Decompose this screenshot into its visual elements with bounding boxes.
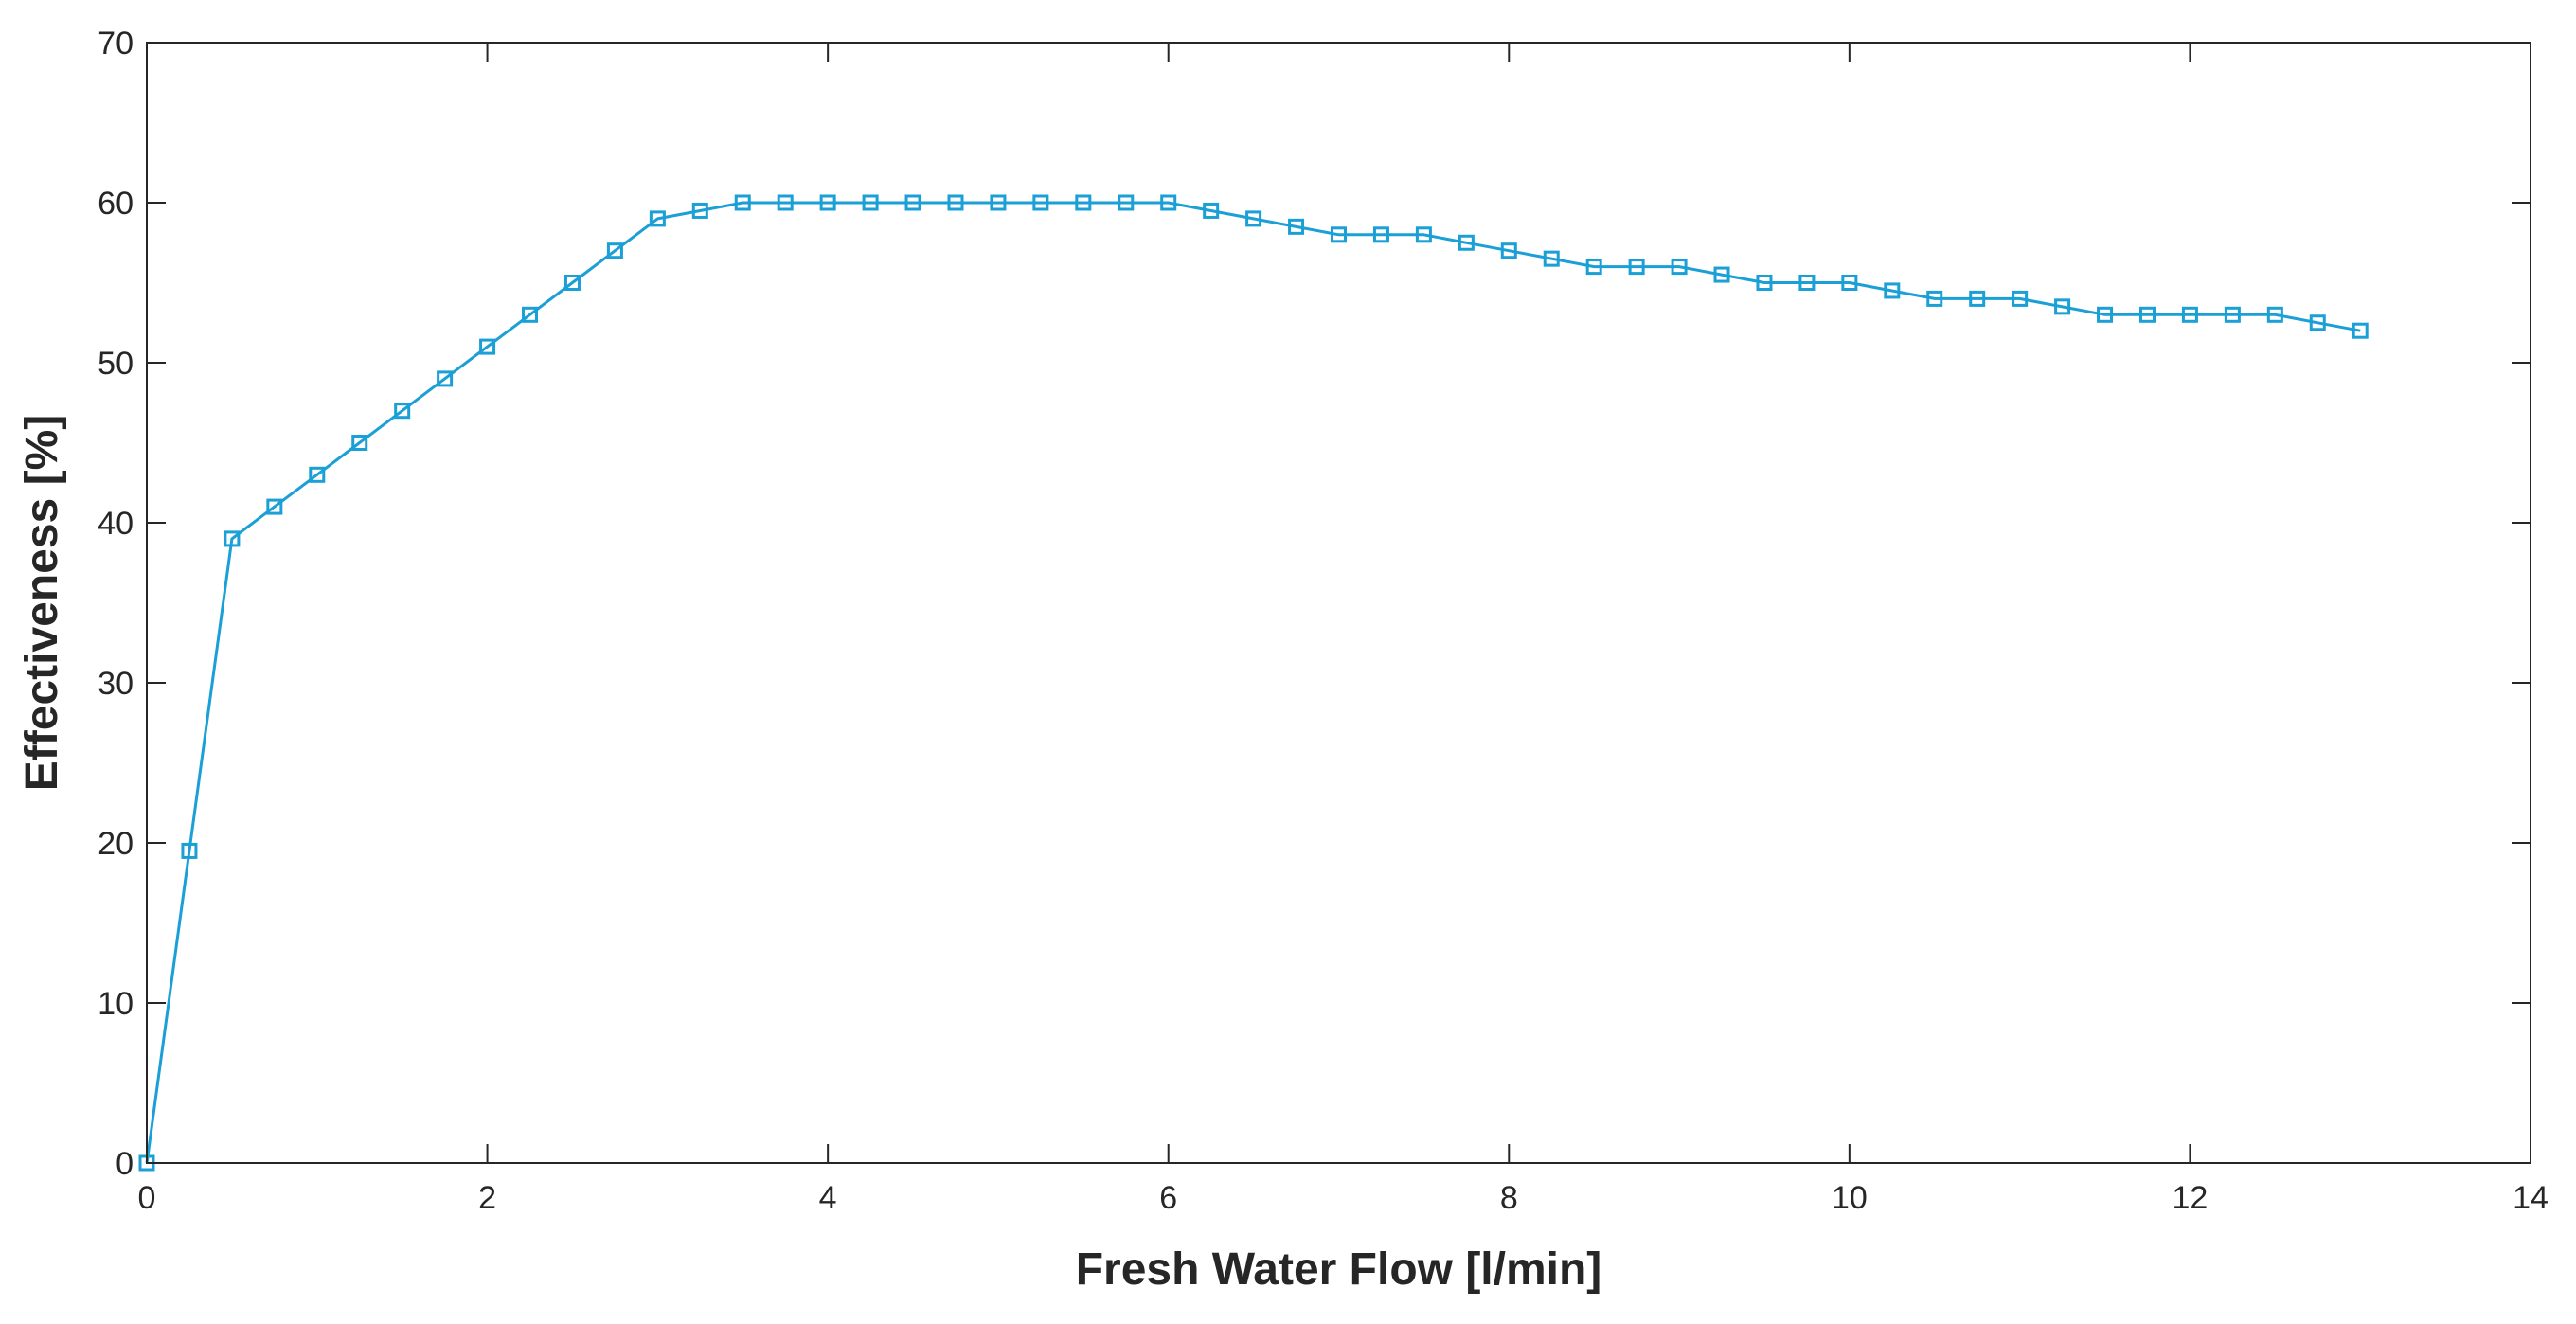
data-point-marker [1500,242,1517,259]
data-point-marker [947,194,964,211]
x-tick-label: 0 [138,1180,156,1216]
data-point-marker [1372,226,1389,243]
data-point-marker [1671,259,1688,276]
data-point-marker [2054,298,2071,315]
data-point-marker [351,435,368,451]
y-axis-title: Effectiveness [%] [17,415,67,791]
data-point-marker [2181,306,2198,323]
data-point-marker [522,306,539,323]
x-tick-label: 2 [478,1180,496,1216]
x-tick-label: 8 [1500,1180,1518,1216]
data-point-marker [1032,194,1049,211]
data-point-marker [1841,275,1858,291]
data-point-marker [1969,290,1986,307]
y-tick-label: 70 [98,26,134,62]
data-point-marker [990,194,1007,211]
series-layer [138,194,2369,1172]
y-tick-label: 0 [116,1146,134,1182]
data-point-marker [1884,282,1901,299]
data-point-marker [479,338,496,355]
y-tick-label: 10 [98,986,134,1022]
data-point-marker [734,194,751,211]
data-point-marker [1756,275,1773,291]
data-point-marker [2097,306,2114,323]
data-point-marker [1288,218,1305,235]
labels-layer: 0 2 4 6 8 10 12 14 0 10 20 30 40 50 60 70 [98,26,2549,1216]
data-point-marker [606,242,623,259]
data-point-marker [649,210,666,227]
data-point-marker [1118,194,1135,211]
data-point-marker [1713,266,1730,283]
data-point-marker [224,530,241,547]
data-point-marker [1926,290,1943,307]
data-point-marker [266,498,283,515]
data-point-marker [1075,194,1092,211]
data-point-marker [1331,226,1347,243]
data-point-marker [309,466,326,483]
data-point-marker [1415,226,1432,243]
data-point-marker [1798,275,1816,291]
data-point-marker [2012,290,2029,307]
y-tick-label: 50 [98,346,134,382]
data-point-marker [2309,314,2326,331]
plot-area-frame [146,42,2531,1164]
data-point-marker [2224,306,2241,323]
data-point-marker [394,403,411,420]
data-point-marker [904,194,921,211]
data-point-marker [181,842,198,859]
x-axis-title: Fresh Water Flow [l/min] [1076,1244,1602,1295]
x-tick-label: 12 [2173,1180,2209,1216]
series-line [145,201,2361,1164]
data-point-marker [2266,306,2283,323]
data-point-marker [437,370,454,387]
data-point-marker [2138,306,2156,323]
data-point-marker [691,202,708,219]
data-point-marker [1160,194,1177,211]
y-tick-label: 40 [98,506,134,542]
data-point-marker [564,275,581,291]
x-tick-label: 6 [1159,1180,1177,1216]
y-tick-label: 20 [98,826,134,862]
y-tick-label: 60 [98,186,134,222]
data-point-marker [1543,250,1560,267]
data-point-marker [1203,202,1220,219]
data-point-marker [1585,259,1602,276]
data-point-marker [1458,234,1475,251]
data-point-marker [862,194,879,211]
data-point-marker [1628,259,1645,276]
data-point-marker [777,194,794,211]
x-tick-label: 10 [1832,1180,1868,1216]
x-tick-label: 4 [819,1180,837,1216]
data-point-marker [2352,322,2369,339]
data-point-marker [819,194,836,211]
y-tick-label: 30 [98,666,134,702]
data-point-marker [1245,210,1262,227]
x-tick-label: 14 [2513,1180,2549,1216]
